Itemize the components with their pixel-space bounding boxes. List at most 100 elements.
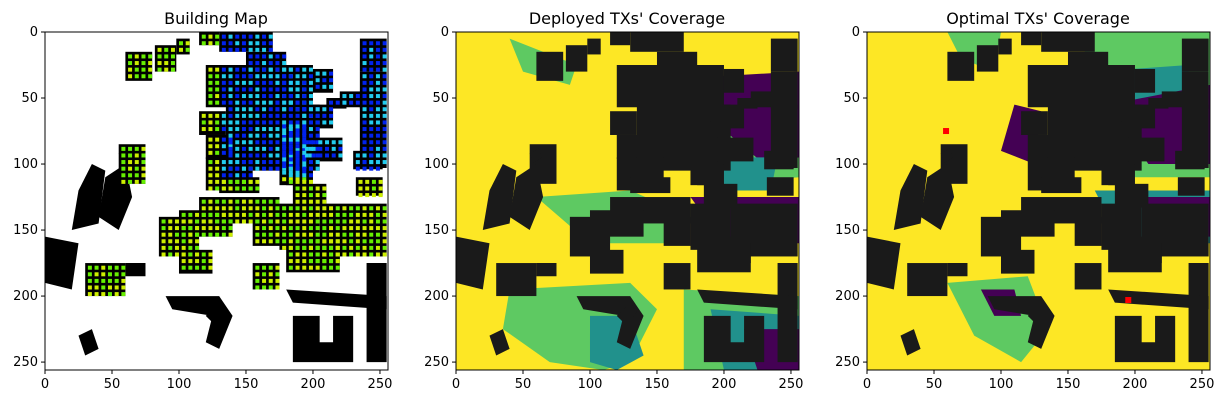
tx-dot	[195, 239, 200, 244]
tx-dot	[375, 133, 380, 138]
tx-dot	[275, 67, 280, 72]
tx-dot	[325, 146, 330, 151]
tx-dot	[275, 107, 280, 112]
tx-dot	[241, 120, 246, 125]
tx-dot	[308, 186, 313, 191]
tx-dot	[241, 173, 246, 178]
tx-dot	[282, 166, 287, 171]
building	[1175, 150, 1205, 170]
building	[1000, 249, 1035, 274]
tx-dot	[322, 232, 327, 237]
tx-dot	[94, 285, 99, 290]
tx-dot	[255, 107, 260, 112]
tx-dot	[308, 67, 313, 72]
tx-dot	[235, 186, 240, 191]
tx-dot	[302, 160, 307, 165]
tx-dot	[382, 80, 387, 85]
tx-dot	[235, 173, 240, 178]
tx-dot	[268, 113, 273, 118]
tx-dot	[275, 226, 280, 231]
building	[900, 329, 921, 356]
tx-dot	[282, 239, 287, 244]
tx-dot	[255, 47, 260, 52]
building	[125, 263, 146, 277]
tx-dot	[255, 133, 260, 138]
tx-dot	[315, 84, 320, 89]
tx-dot	[369, 239, 374, 244]
tx-dot	[221, 226, 226, 231]
tx-dot	[268, 100, 273, 105]
tx-dot	[262, 127, 267, 132]
tx-dot	[282, 157, 287, 162]
tx-dot	[282, 80, 287, 85]
tx-dot	[349, 212, 354, 217]
tx-dot	[268, 146, 273, 151]
x-tick-label: 50	[104, 377, 121, 392]
tx-dot	[382, 67, 387, 72]
tx-dot	[369, 153, 374, 158]
tx-dot	[268, 87, 273, 92]
tx-dot	[375, 61, 380, 66]
tx-dot	[215, 137, 220, 142]
buildings-layer	[456, 32, 798, 363]
building	[630, 177, 671, 194]
tx-dot	[308, 252, 313, 257]
tx-dot	[228, 47, 233, 52]
tx-dot	[288, 259, 293, 264]
building	[565, 45, 588, 72]
building	[713, 137, 754, 162]
building	[353, 150, 383, 170]
tx-dot	[101, 272, 106, 277]
tx-dot	[322, 226, 327, 231]
building	[703, 183, 738, 208]
tx-dot	[375, 226, 380, 231]
tx-dot	[235, 199, 240, 204]
tx-dot	[282, 74, 287, 79]
tx-dot	[302, 245, 307, 250]
tx-dot	[302, 252, 307, 257]
tx-dot	[134, 179, 139, 184]
tx-dot	[262, 278, 267, 283]
tx-dot	[141, 54, 146, 59]
tx-dot	[134, 173, 139, 178]
building	[482, 164, 517, 231]
tx-dot	[262, 285, 267, 290]
tx-dot	[248, 47, 253, 52]
tx-dot	[268, 265, 273, 270]
tx-dot	[195, 265, 200, 270]
tx-dot	[329, 206, 334, 211]
tx-dot	[255, 226, 260, 231]
tx-dot	[362, 153, 367, 158]
tx-dot	[338, 153, 343, 158]
tx-dot	[295, 140, 300, 145]
tx-dot	[208, 173, 213, 178]
tx-dot	[288, 80, 293, 85]
tx-dot	[295, 153, 300, 158]
tx-dot	[335, 265, 340, 270]
tx-dot	[262, 120, 267, 125]
tx-dot	[107, 278, 112, 283]
tx-dot	[101, 292, 106, 297]
tx-dot	[308, 206, 313, 211]
tx-dot	[362, 80, 367, 85]
tx-dot	[382, 160, 387, 165]
tx-dot	[221, 232, 226, 237]
tx-dot	[208, 120, 213, 125]
tx-dot	[101, 278, 106, 283]
tx-dot	[228, 186, 233, 191]
tx-dot	[288, 206, 293, 211]
tx-dot	[201, 252, 206, 257]
building	[355, 177, 383, 196]
building	[205, 302, 226, 326]
tx-dot	[215, 160, 220, 165]
tx-dot	[288, 157, 293, 162]
tx-dot	[295, 127, 300, 132]
x-tick-label: 100	[578, 377, 603, 392]
tx-dot	[121, 292, 126, 297]
tx-dot	[382, 41, 387, 46]
tx-dot	[241, 74, 246, 79]
tx-dot	[302, 140, 307, 145]
building	[1124, 137, 1165, 162]
tx-dot	[378, 193, 383, 198]
tx-dot	[315, 226, 320, 231]
